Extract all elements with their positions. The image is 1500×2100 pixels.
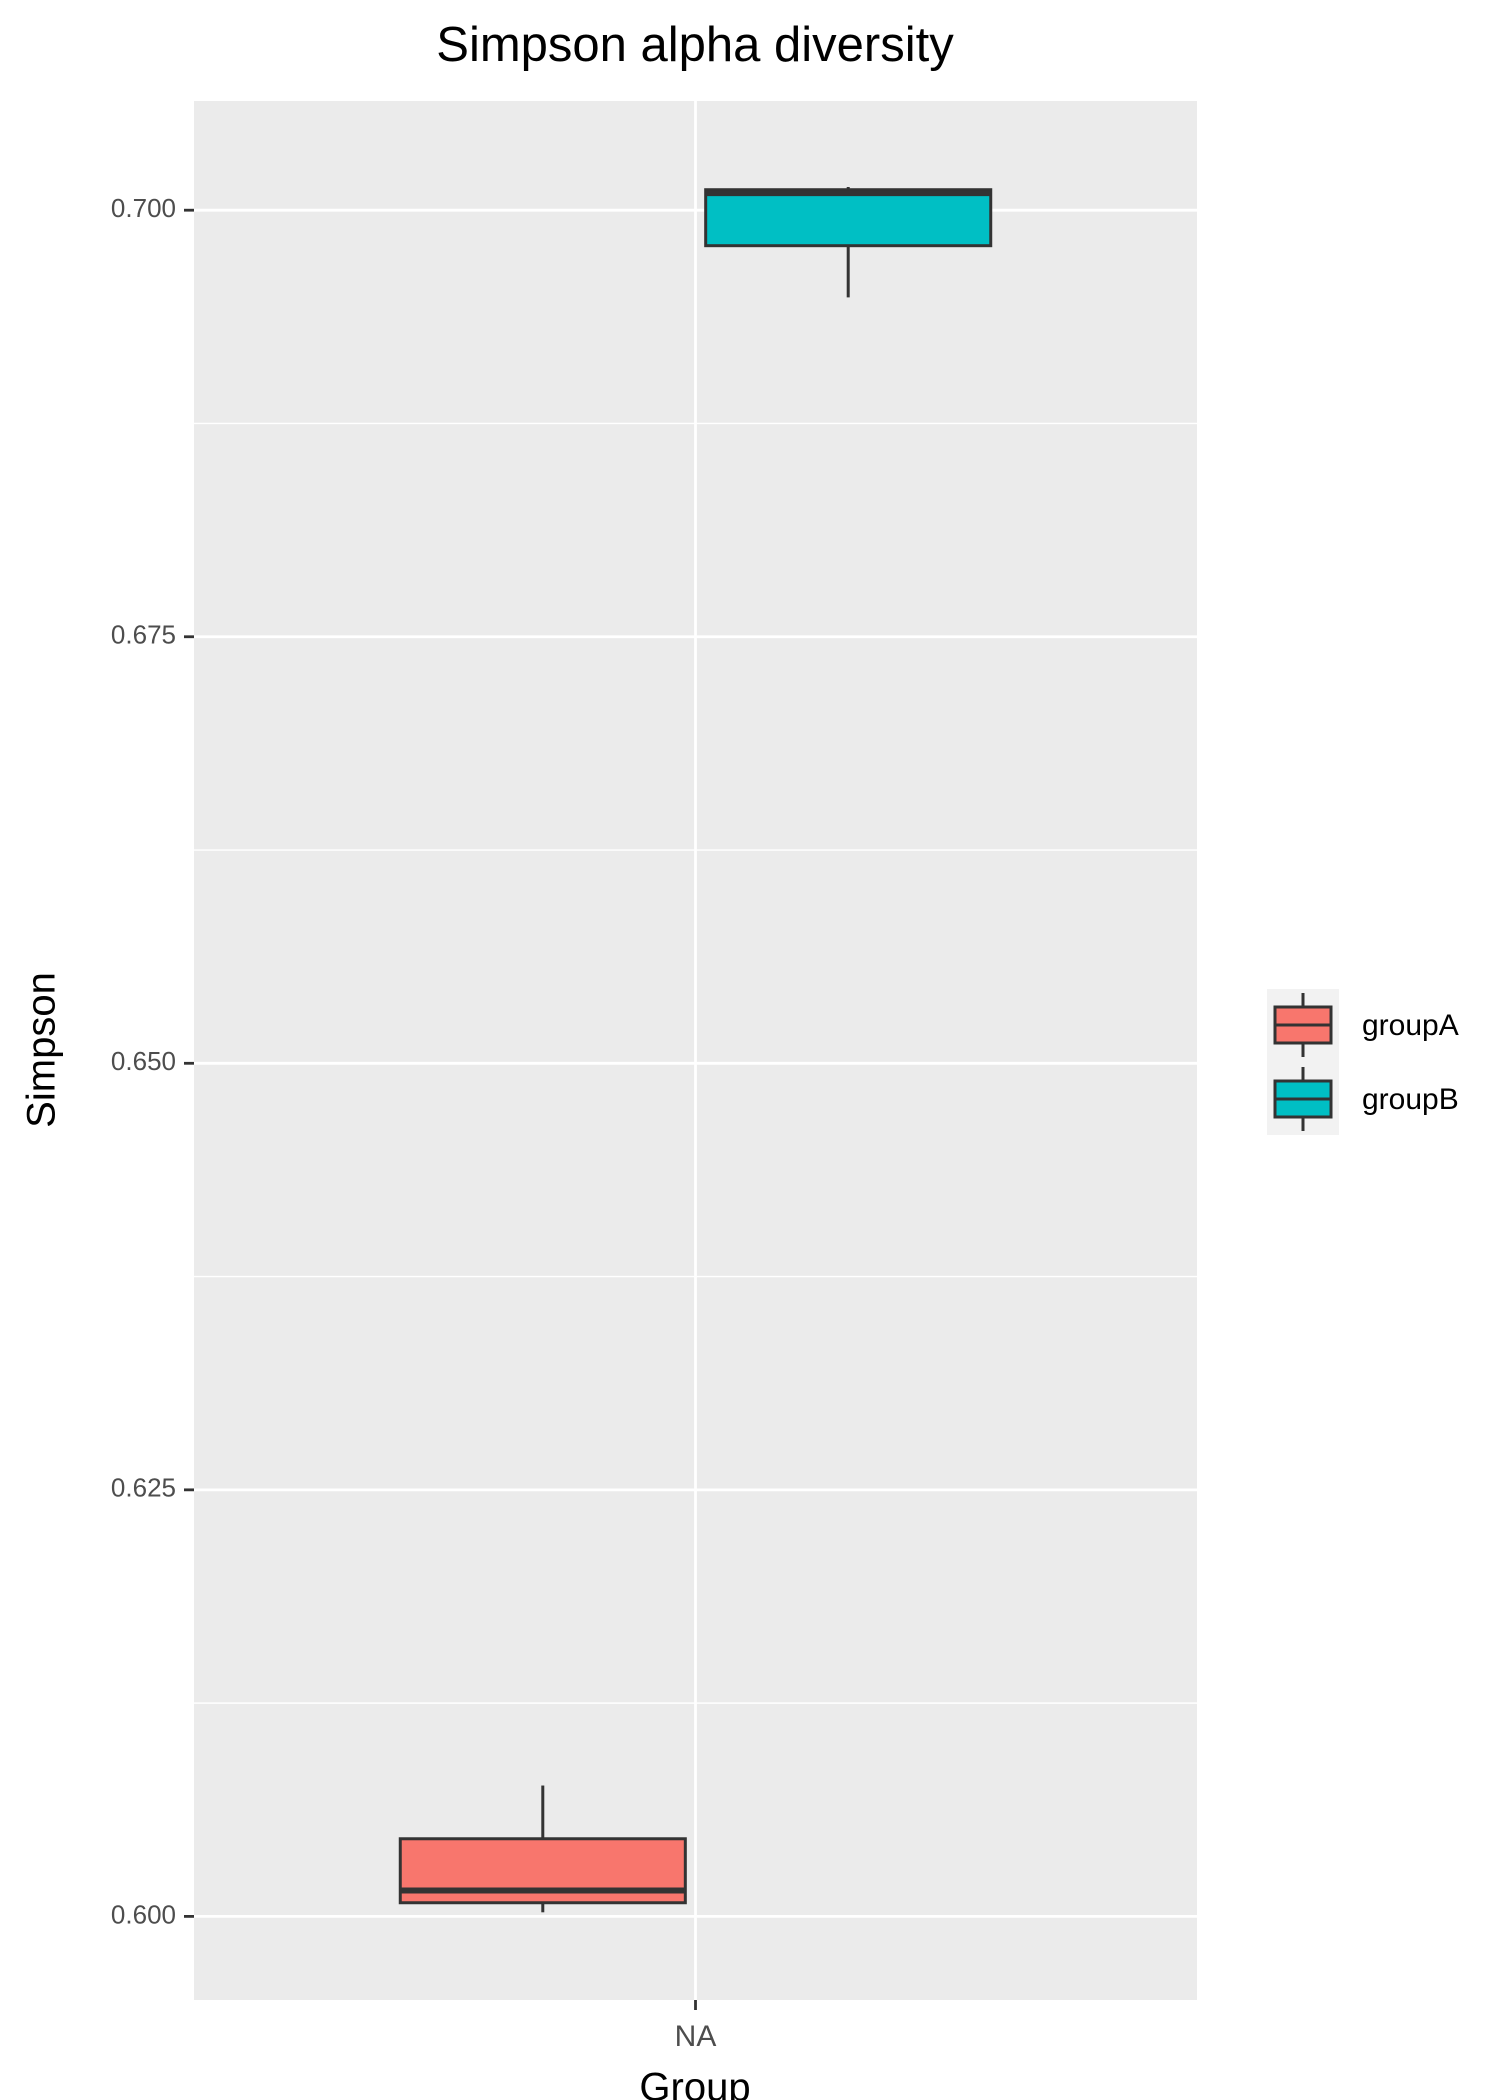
chart-title: Simpson alpha diversity	[436, 18, 954, 72]
y-axis-title: Simpson	[20, 972, 64, 1128]
legend-label: groupB	[1362, 1083, 1459, 1116]
x-tick-label: NA	[675, 2020, 717, 2053]
y-tick-label: 0.675	[111, 620, 176, 650]
legend-label: groupA	[1362, 1009, 1459, 1042]
y-tick-label: 0.625	[111, 1473, 176, 1503]
y-tick-label: 0.600	[111, 1899, 176, 1929]
y-tick-label: 0.650	[111, 1046, 176, 1076]
box	[704, 188, 993, 248]
x-axis-title: Group	[639, 2066, 750, 2100]
y-tick-label: 0.700	[111, 193, 176, 223]
